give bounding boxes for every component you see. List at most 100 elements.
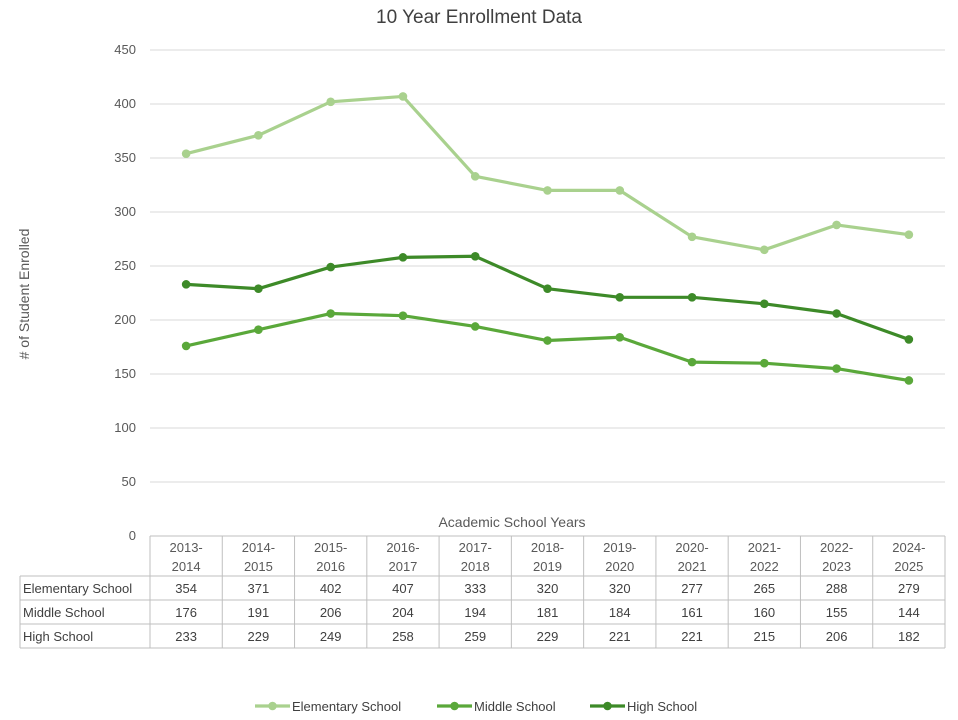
data-point bbox=[254, 325, 263, 335]
data-point bbox=[326, 97, 335, 107]
y-tick-label: 150 bbox=[114, 366, 136, 381]
data-point bbox=[832, 364, 841, 373]
y-tick-label: 250 bbox=[114, 258, 136, 273]
data-point bbox=[760, 299, 769, 309]
series-middle-school bbox=[181, 309, 914, 385]
table-row-label: Elementary School bbox=[23, 581, 132, 596]
y-axis-title: # of Student Enrolled bbox=[16, 229, 32, 360]
data-table: 2013- 2014 2014- 2015 2015- 2016 2016- 2017 2017… bbox=[19, 535, 946, 649]
data-label: 176 bbox=[175, 605, 197, 620]
data-label: 354 bbox=[175, 581, 197, 596]
data-point bbox=[254, 131, 263, 140]
data-label: 144 bbox=[898, 605, 920, 620]
data-point bbox=[326, 262, 335, 272]
legend-label: Elementary School bbox=[292, 699, 401, 714]
data-label: 265 bbox=[753, 581, 775, 596]
y-tick-label: 350 bbox=[114, 150, 136, 165]
data-point bbox=[398, 253, 408, 262]
x-tick-label: 2020- bbox=[675, 540, 708, 555]
series-line bbox=[184, 94, 911, 252]
data-point bbox=[398, 311, 408, 320]
data-label: 279 bbox=[898, 581, 920, 596]
data-label: 206 bbox=[320, 605, 342, 620]
data-point bbox=[760, 358, 769, 368]
data-point bbox=[470, 251, 480, 261]
data-label: 194 bbox=[464, 605, 486, 620]
legend-marker bbox=[268, 701, 277, 711]
y-tick-label: 400 bbox=[114, 96, 136, 111]
legend-marker bbox=[450, 701, 459, 711]
y-axis-ticks: 0 50 100 150 200 250 300 350 400 450 bbox=[114, 42, 136, 543]
data-point bbox=[615, 293, 625, 302]
data-point bbox=[904, 335, 914, 344]
x-tick-label: 2018 bbox=[461, 559, 490, 574]
data-label: 249 bbox=[320, 629, 342, 644]
series-high-school bbox=[181, 251, 914, 344]
data-label: 206 bbox=[826, 629, 848, 644]
data-label: 320 bbox=[537, 581, 559, 596]
x-tick-label: 2020 bbox=[605, 559, 634, 574]
x-tick-label: 2021- bbox=[748, 540, 781, 555]
legend: Elementary School Middle School High Schoo… bbox=[255, 699, 697, 714]
gridlines bbox=[150, 49, 945, 483]
y-tick-label: 450 bbox=[114, 42, 136, 57]
data-point bbox=[543, 336, 552, 345]
data-point bbox=[832, 220, 841, 230]
data-label: 221 bbox=[609, 629, 631, 644]
data-point bbox=[904, 376, 914, 385]
legend-item: Elementary School bbox=[255, 699, 401, 714]
y-tick-label: 300 bbox=[114, 204, 136, 219]
x-tick-label: 2013- bbox=[170, 540, 203, 555]
series-lines bbox=[181, 92, 914, 385]
x-tick-label: 2017 bbox=[388, 559, 417, 574]
data-label: 333 bbox=[464, 581, 486, 596]
data-point bbox=[687, 293, 697, 302]
series-elementary-school bbox=[181, 92, 914, 255]
x-tick-label: 2016 bbox=[316, 559, 345, 574]
legend-marker bbox=[603, 701, 612, 711]
x-tick-label: 2018- bbox=[531, 540, 564, 555]
data-label: 182 bbox=[898, 629, 920, 644]
x-axis-title: Academic School Years bbox=[438, 514, 585, 530]
x-tick-label: 2024- bbox=[892, 540, 925, 555]
x-tick-label: 2025 bbox=[894, 559, 923, 574]
data-label: 407 bbox=[392, 581, 414, 596]
series-line bbox=[184, 311, 911, 383]
data-point bbox=[470, 322, 480, 331]
x-tick-label: 2022- bbox=[820, 540, 853, 555]
y-tick-label: 200 bbox=[114, 312, 136, 327]
data-point bbox=[543, 284, 552, 293]
data-label: 259 bbox=[464, 629, 486, 644]
data-point bbox=[326, 309, 335, 318]
x-tick-label: 2015- bbox=[314, 540, 347, 555]
x-tick-label: 2014 bbox=[172, 559, 201, 574]
data-label: 215 bbox=[753, 629, 775, 644]
data-label: 320 bbox=[609, 581, 631, 596]
data-label: 184 bbox=[609, 605, 631, 620]
data-point bbox=[181, 280, 191, 289]
data-point bbox=[470, 172, 480, 181]
data-point bbox=[254, 284, 263, 293]
data-label: 155 bbox=[826, 605, 848, 620]
data-point bbox=[615, 332, 625, 342]
y-tick-label: 0 bbox=[129, 528, 136, 543]
x-tick-label: 2016- bbox=[386, 540, 419, 555]
data-point bbox=[181, 341, 191, 351]
data-label: 258 bbox=[392, 629, 414, 644]
x-tick-label: 2021 bbox=[678, 559, 707, 574]
table-row-label: High School bbox=[23, 629, 93, 644]
x-tick-label: 2019 bbox=[533, 559, 562, 574]
data-label: 204 bbox=[392, 605, 414, 620]
legend-label: High School bbox=[627, 699, 697, 714]
data-label: 160 bbox=[753, 605, 775, 620]
data-label: 221 bbox=[681, 629, 703, 644]
data-point bbox=[398, 92, 408, 101]
data-point bbox=[687, 357, 697, 367]
data-label: 181 bbox=[537, 605, 559, 620]
y-tick-label: 50 bbox=[122, 474, 136, 489]
data-label: 277 bbox=[681, 581, 703, 596]
data-label: 402 bbox=[320, 581, 342, 596]
table-row-label: Middle School bbox=[23, 605, 105, 620]
legend-item: High School bbox=[590, 699, 697, 714]
